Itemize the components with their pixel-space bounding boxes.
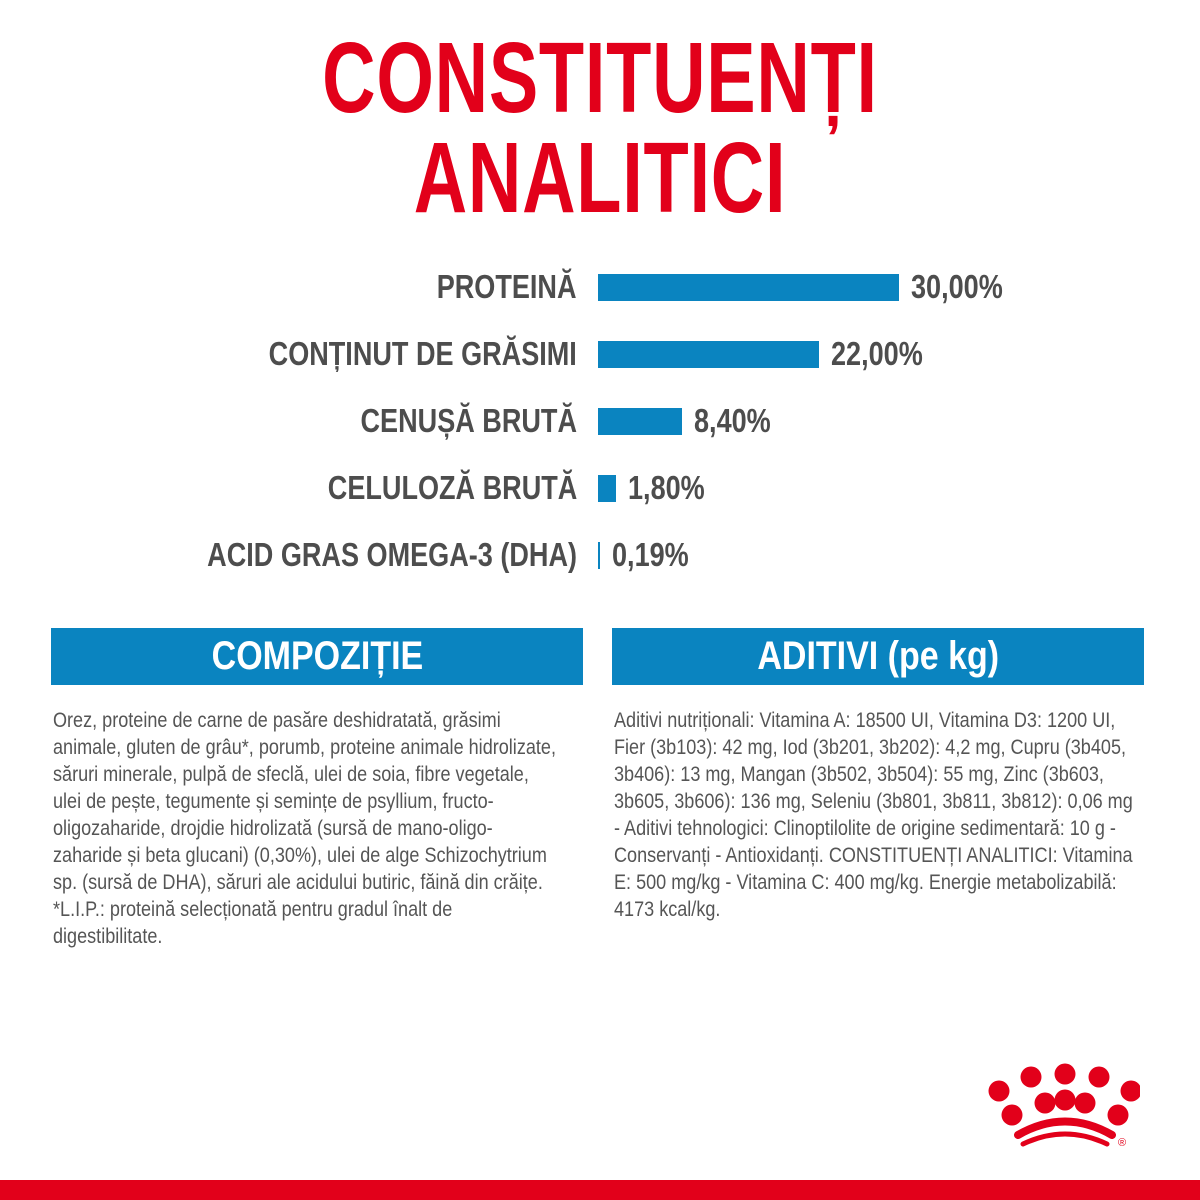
bar-label: PROTEINĂ (437, 268, 577, 305)
bar-label: CONȚINUT DE GRĂSIMI (268, 335, 577, 372)
bar (598, 408, 683, 435)
bar-value-label: 1,80% (628, 469, 705, 506)
svg-text:®: ® (1118, 1137, 1126, 1149)
additives-header-text: ADITIVI (pe kg) (757, 634, 999, 678)
page-title-text: CONSTITUENȚI ANALITICI (322, 22, 878, 234)
additives-text: Aditivi nutriționali: Vitamina A: 18500 … (614, 707, 1142, 923)
page-title: CONSTITUENȚI ANALITICI (0, 28, 1200, 228)
bar-value-label: 0,19% (612, 536, 689, 573)
crown-logo-icon: ® (988, 1063, 1140, 1149)
bar-label: CELULOZĂ BRUTĂ (327, 469, 577, 506)
composition-header: COMPOZIȚIE (51, 628, 583, 685)
bar (598, 274, 899, 301)
analytical-constituents-chart: PROTEINĂ 30,00% CONȚINUT DE GRĂSIMI 22,00% C… (0, 250, 1200, 590)
bar-value-label: 8,40% (694, 402, 771, 439)
composition-text: Orez, proteine de carne de pasăre deshid… (53, 707, 558, 950)
brand-footer-bar (0, 1180, 1200, 1200)
bar-label: CENUȘĂ BRUTĂ (360, 402, 577, 439)
bar-label: ACID GRAS OMEGA-3 (DHA) (207, 536, 577, 573)
bar (598, 475, 617, 502)
bar-value-label: 22,00% (830, 335, 923, 372)
composition-footnote: *L.I.P.: proteină selecționată pentru gr… (53, 898, 453, 948)
bar (598, 341, 819, 368)
additives-header: ADITIVI (pe kg) (612, 628, 1144, 685)
additives-body: Aditivi nutriționali: Vitamina A: 18500 … (614, 709, 1133, 921)
bar-value-label: 30,00% (911, 268, 1003, 305)
composition-body: Orez, proteine de carne de pasăre deshid… (53, 709, 556, 894)
bar (598, 542, 600, 569)
composition-header-text: COMPOZIȚIE (211, 634, 423, 678)
